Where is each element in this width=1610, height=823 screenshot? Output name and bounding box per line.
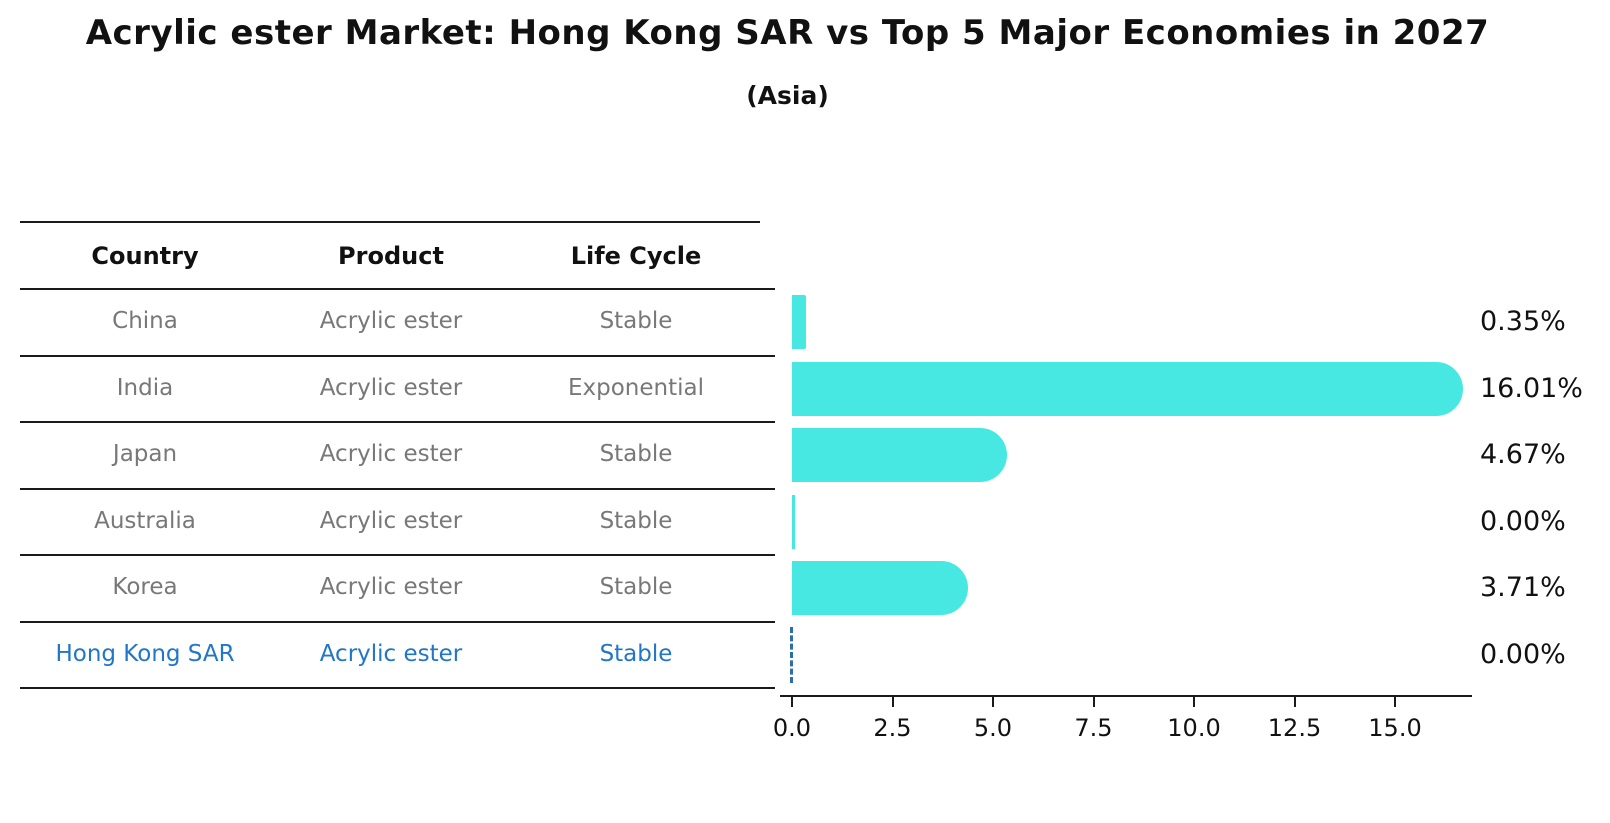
cell-product: Acrylic ester <box>319 441 463 468</box>
value-label: 3.71% <box>1480 572 1566 604</box>
table-rule <box>20 421 760 423</box>
cell-product: Acrylic ester <box>319 574 463 601</box>
column-header-country: Country <box>91 241 199 270</box>
table-rule <box>20 288 760 290</box>
column-header-life-cycle: Life Cycle <box>570 241 702 270</box>
x-tick <box>1193 697 1195 707</box>
cell-country: Hong Kong SAR <box>55 640 235 667</box>
table-rule <box>20 354 760 357</box>
x-tick-label: 12.5 <box>1267 713 1322 742</box>
cell-life-cycle: Stable <box>599 640 673 667</box>
table-rule <box>20 221 760 223</box>
x-tick <box>791 697 793 707</box>
cell-life-cycle: Exponential <box>567 374 704 401</box>
column-header-product: Product <box>338 241 444 270</box>
bar-japan <box>792 428 1007 483</box>
value-label: 4.67% <box>1480 439 1566 471</box>
x-tick-label: 15.0 <box>1368 713 1422 742</box>
x-axis-line <box>780 694 1472 697</box>
bar-china <box>792 295 806 350</box>
cell-country: Korea <box>112 574 178 601</box>
x-tick-label: 2.5 <box>873 713 912 742</box>
table-rule <box>20 487 760 490</box>
cell-product: Acrylic ester <box>319 640 463 667</box>
cell-product: Acrylic ester <box>319 374 463 401</box>
y-tick <box>756 288 775 290</box>
bar-korea <box>792 561 968 616</box>
cell-country: Australia <box>94 507 196 534</box>
x-tick-label: 0.0 <box>772 713 812 742</box>
chart-subtitle: (Asia) <box>746 81 829 110</box>
y-tick <box>756 354 775 357</box>
bar-australia <box>792 494 795 549</box>
chart-title: Acrylic ester Market: Hong Kong SAR vs T… <box>85 13 1490 53</box>
bar-india <box>792 361 1463 416</box>
x-tick <box>1394 697 1396 707</box>
y-tick <box>756 421 775 423</box>
cell-country: Japan <box>112 441 178 468</box>
x-tick <box>992 697 994 707</box>
cell-life-cycle: Stable <box>599 308 673 335</box>
x-tick-label: 5.0 <box>973 713 1013 742</box>
cell-country: India <box>116 374 174 401</box>
value-label: 0.00% <box>1480 505 1566 537</box>
value-label: 16.01% <box>1480 372 1583 404</box>
x-tick <box>1293 697 1296 707</box>
y-tick <box>756 554 775 556</box>
y-tick <box>756 620 775 623</box>
x-tick-label: 10.0 <box>1167 713 1221 742</box>
x-tick <box>891 697 894 707</box>
cell-country: China <box>112 308 178 335</box>
table-rule <box>20 620 760 623</box>
value-label: 0.00% <box>1480 638 1566 670</box>
bar-hong-kong-sar <box>790 626 793 683</box>
cell-product: Acrylic ester <box>319 308 463 335</box>
cell-product: Acrylic ester <box>319 507 463 534</box>
cell-life-cycle: Stable <box>599 441 673 468</box>
value-label: 0.35% <box>1480 306 1566 338</box>
table-rule <box>20 554 760 556</box>
cell-life-cycle: Stable <box>599 507 673 534</box>
y-tick <box>756 687 775 689</box>
cell-life-cycle: Stable <box>599 574 673 601</box>
x-tick-label: 7.5 <box>1074 713 1113 742</box>
x-tick <box>1092 697 1095 707</box>
y-tick <box>756 487 775 490</box>
table-rule <box>20 687 760 689</box>
